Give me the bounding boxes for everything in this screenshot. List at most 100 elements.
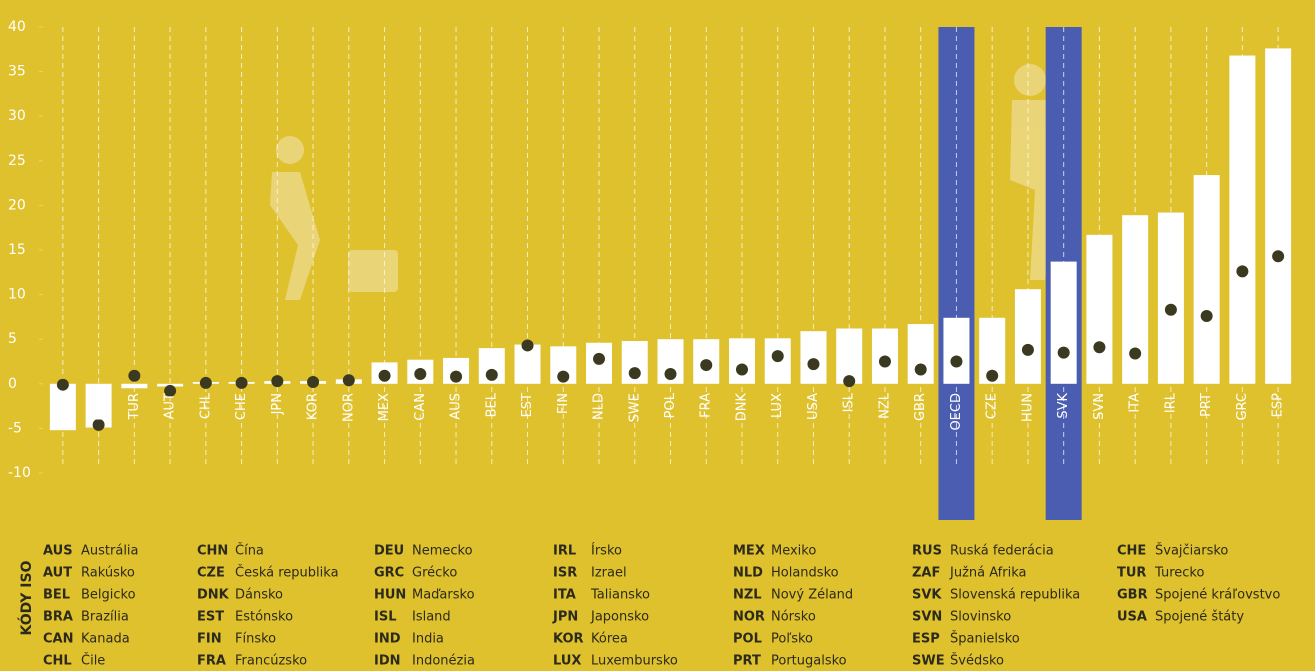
x-tick-label: POL — [663, 392, 678, 418]
legend-code: CHE — [1117, 544, 1146, 559]
legend-code: POL — [733, 632, 762, 647]
dot — [628, 367, 641, 380]
legend-code: ZAF — [912, 566, 940, 581]
dot — [235, 376, 248, 389]
legend-name: Austrália — [81, 544, 139, 559]
legend-code: RUS — [912, 544, 942, 559]
x-tick-label: JPN — [270, 393, 285, 415]
legend-name: Nemecko — [412, 544, 473, 559]
legend-name: Švajčiarsko — [1155, 543, 1228, 559]
y-tick-label: -10 — [8, 465, 31, 481]
y-tick-label: -5 — [8, 420, 22, 436]
legend-code: USA — [1117, 610, 1147, 625]
legend-code: ISL — [374, 610, 396, 625]
legend-name: Grécko — [412, 566, 457, 581]
legend-code: CHL — [43, 654, 72, 669]
legend-name: Írsko — [591, 543, 622, 559]
legend-code: NLD — [733, 566, 763, 581]
x-tick-label: OECD — [949, 393, 964, 431]
legend-code: CHN — [197, 544, 228, 559]
legend-code: IDN — [374, 654, 401, 669]
dot — [557, 370, 570, 383]
dot — [414, 367, 427, 380]
bar — [121, 383, 148, 389]
dot — [1272, 250, 1285, 263]
bar — [800, 331, 827, 384]
legend-code: PRT — [733, 654, 761, 669]
dot — [914, 363, 927, 376]
legend-name: Spojené štáty — [1155, 610, 1244, 625]
x-tick-label: NOR — [341, 393, 356, 422]
legend-name: Rakúsko — [81, 566, 135, 581]
legend-code: GRC — [374, 566, 404, 581]
legend-code: HUN — [374, 588, 406, 603]
legend-name: Poľsko — [771, 632, 813, 647]
x-tick-label: IRL — [1163, 392, 1178, 413]
bar — [1050, 261, 1077, 384]
x-tick-label: CAN — [413, 393, 428, 421]
x-tick-label: FRA — [699, 393, 714, 418]
dot — [1200, 310, 1213, 323]
legend-name: Estónsko — [235, 610, 293, 625]
legend-name: Maďarsko — [412, 588, 475, 603]
x-tick-label: LUX — [770, 393, 785, 418]
legend-name: Dánsko — [235, 588, 283, 603]
legend-name: Čína — [235, 543, 264, 559]
x-tick-label: KOR — [306, 393, 321, 420]
legend-name: Nórsko — [771, 610, 816, 625]
x-tick-label: TUR — [127, 393, 142, 421]
dot — [164, 384, 177, 397]
dot — [735, 363, 748, 376]
legend-name: Spojené kráľovstvo — [1155, 588, 1280, 603]
dot — [128, 369, 141, 382]
dot — [700, 359, 713, 372]
legend-title: KÓDY ISO — [17, 560, 35, 635]
y-tick-label: 40 — [8, 19, 26, 35]
dot — [450, 370, 463, 383]
legend-code: DNK — [197, 588, 230, 603]
dot — [271, 375, 284, 388]
x-tick-label: ESP — [1271, 393, 1286, 417]
legend-name: Brazília — [81, 610, 129, 625]
bar — [1157, 212, 1184, 384]
legend-name: Francúzsko — [235, 654, 307, 669]
legend-code: CAN — [43, 632, 73, 647]
legend-code: ISR — [553, 566, 577, 581]
x-tick-label: SVK — [1056, 393, 1071, 419]
legend-name: Španielsko — [950, 631, 1020, 647]
legend-code: AUS — [43, 544, 73, 559]
dot — [1093, 341, 1106, 354]
legend-name: India — [412, 632, 444, 647]
legend-code: ITA — [553, 588, 576, 603]
dot — [843, 375, 856, 388]
x-tick-label: PRT — [1199, 393, 1214, 417]
legend-code: AUT — [43, 566, 72, 581]
dot — [1021, 343, 1034, 356]
x-tick-label: AUS — [449, 393, 464, 420]
legend-code: SWE — [912, 654, 945, 669]
legend-name: Izrael — [591, 566, 627, 581]
dot — [1057, 346, 1070, 359]
legend-name: Slovinsko — [950, 610, 1011, 625]
y-tick-label: 20 — [8, 197, 26, 213]
legend-name: Belgicko — [81, 588, 136, 603]
legend-code: SVN — [912, 610, 942, 625]
x-tick-label: HUN — [1020, 393, 1035, 422]
legend-name: Luxembursko — [591, 654, 678, 669]
legend-name: Taliansko — [590, 588, 650, 603]
legend-code: BEL — [43, 588, 70, 603]
dot — [307, 376, 320, 389]
legend-code: IRL — [553, 544, 576, 559]
dot — [950, 355, 963, 368]
dot — [986, 369, 999, 382]
bar — [1086, 234, 1113, 384]
x-tick-label: DNK — [734, 393, 749, 422]
bar — [1014, 289, 1041, 384]
legend-name: Nový Zéland — [771, 588, 853, 603]
legend-code: IND — [374, 632, 401, 647]
legend-code: BRA — [43, 610, 73, 625]
y-tick-label: 25 — [8, 153, 26, 169]
y-tick-label: 0 — [8, 376, 17, 392]
dot — [92, 418, 105, 431]
